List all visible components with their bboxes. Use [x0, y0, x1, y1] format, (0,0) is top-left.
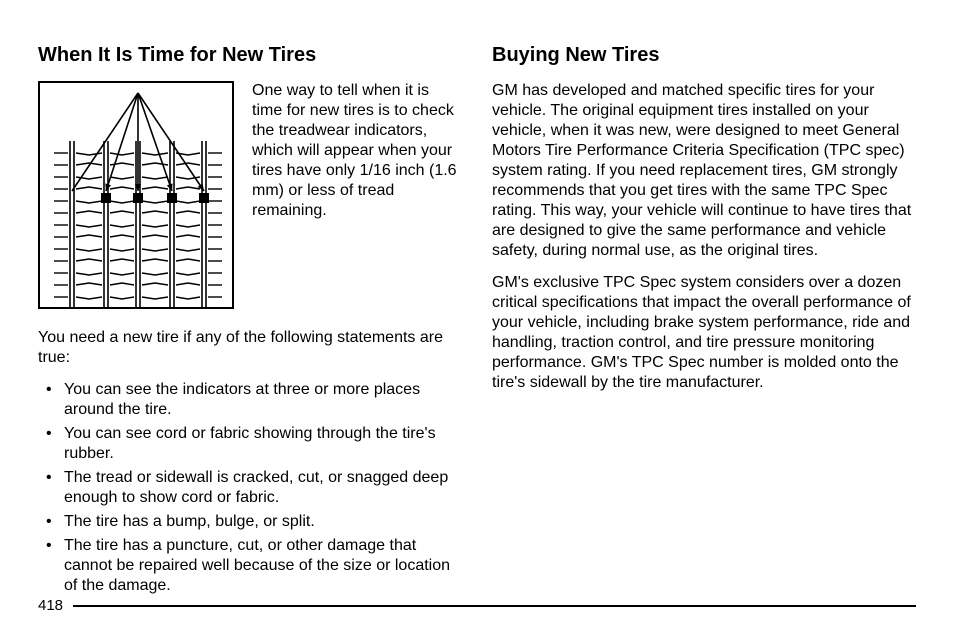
list-item: The tread or sidewall is cracked, cut, o… [64, 468, 462, 508]
page-footer: 418 [38, 597, 916, 614]
heading-new-tires-time: When It Is Time for New Tires [38, 44, 462, 67]
page-body: When It Is Time for New Tires One way to… [0, 0, 954, 600]
footer-rule [73, 605, 916, 607]
list-item: You can see cord or fabric showing throu… [64, 424, 462, 464]
right-column: Buying New Tires GM has developed and ma… [492, 44, 916, 600]
intro-row: One way to tell when it is time for new … [38, 81, 462, 314]
paragraph: GM has developed and matched specific ti… [492, 81, 916, 261]
list-item: The tire has a puncture, cut, or other d… [64, 536, 462, 596]
paragraph: GM's exclusive TPC Spec system considers… [492, 273, 916, 393]
list-item: You can see the indicators at three or m… [64, 380, 462, 420]
page-number: 418 [38, 597, 63, 614]
tire-tread-figure [38, 81, 234, 314]
list-item: The tire has a bump, bulge, or split. [64, 512, 462, 532]
bullet-list: You can see the indicators at three or m… [38, 380, 462, 596]
heading-buying-tires: Buying New Tires [492, 44, 916, 67]
left-column: When It Is Time for New Tires One way to… [38, 44, 462, 600]
need-new-tire-text: You need a new tire if any of the follow… [38, 328, 462, 368]
intro-paragraph: One way to tell when it is time for new … [252, 81, 462, 314]
